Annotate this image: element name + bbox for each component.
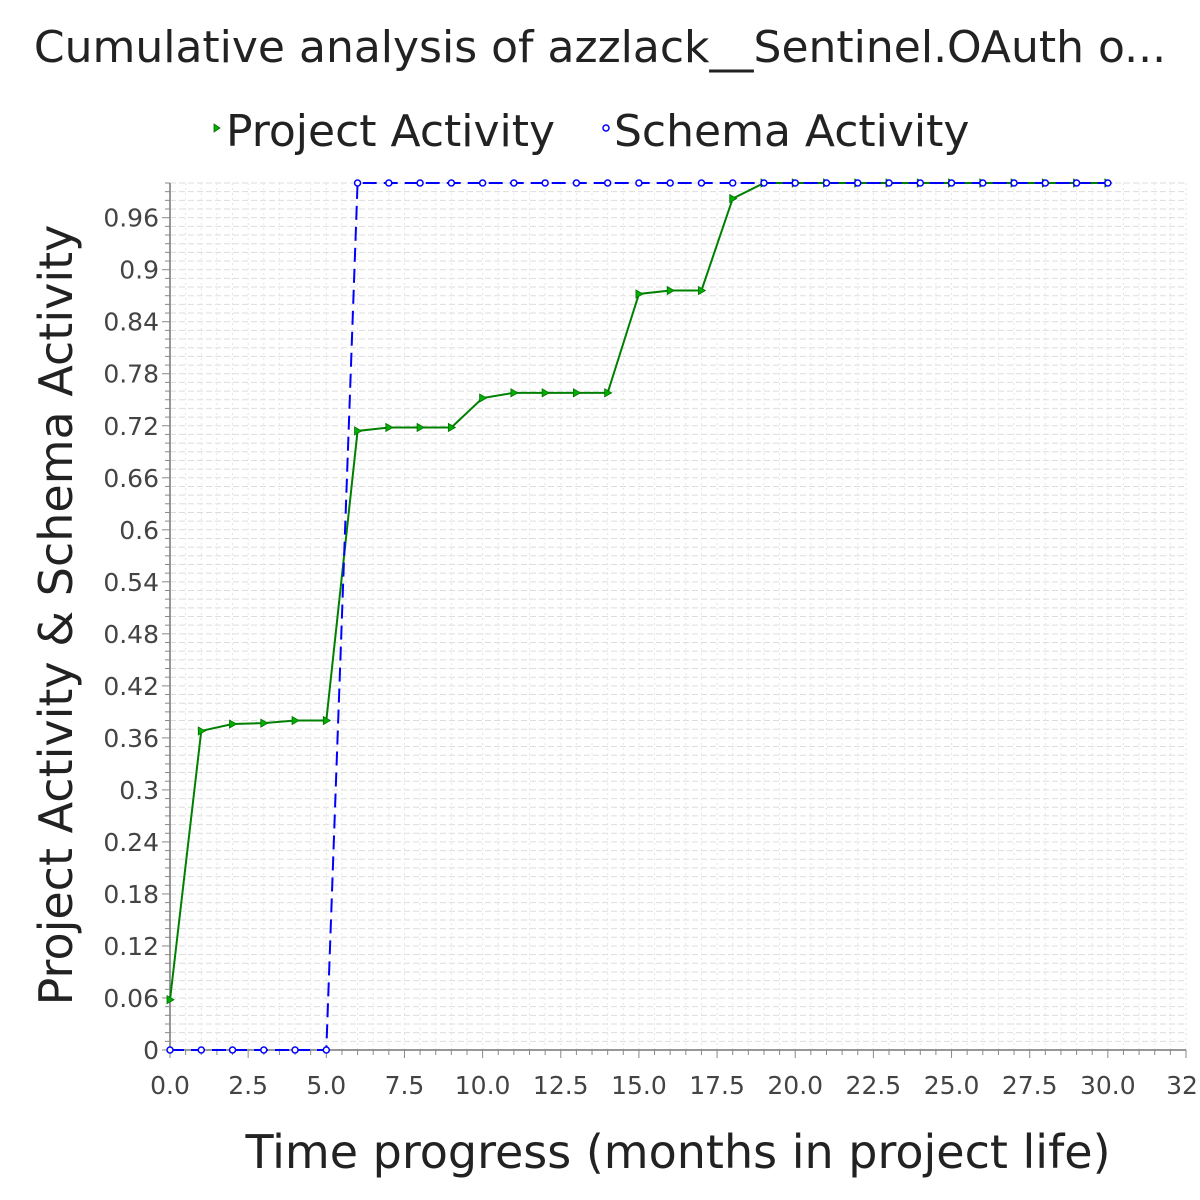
- plot-area: [166, 178, 1113, 1054]
- x-tick-label: 25.0: [924, 1071, 980, 1100]
- data-point-schema-activity: [760, 179, 768, 187]
- x-tick-label: 32.: [1166, 1071, 1200, 1100]
- axes: [162, 182, 1187, 1058]
- data-point-project-activity: [635, 289, 644, 299]
- y-tick-label: 0.66: [103, 464, 159, 493]
- y-tick-label: 0.12: [103, 932, 159, 961]
- data-point-schema-activity: [635, 179, 643, 187]
- data-point-project-activity: [447, 422, 457, 433]
- x-tick-label: 2.5: [228, 1071, 268, 1100]
- data-point-schema-activity: [260, 1046, 268, 1054]
- x-tick-label: 0.0: [150, 1071, 190, 1100]
- data-point-project-activity: [166, 995, 175, 1005]
- data-point-schema-activity: [541, 179, 549, 187]
- data-point-schema-activity: [322, 1046, 331, 1054]
- data-point-project-activity: [666, 285, 675, 296]
- data-point-project-activity: [197, 726, 207, 736]
- data-point-schema-activity: [728, 179, 737, 187]
- x-tick-label: 7.5: [385, 1071, 425, 1100]
- data-point-project-activity: [573, 388, 582, 398]
- legend-label-project-activity: Project Activity: [226, 106, 555, 157]
- data-point-schema-activity: [478, 179, 487, 187]
- data-point-schema-activity: [947, 179, 956, 187]
- data-point-schema-activity: [572, 179, 581, 187]
- x-axis-label: Time progress (months in project life): [244, 1125, 1110, 1179]
- tick-labels: 0 0.06 0.12 0.18 0.24 0.3 0.36 0.42 0.48 0.54 0.6 0…: [103, 204, 1200, 1100]
- data-point-schema-activity: [1010, 179, 1018, 187]
- legend-marker-project-activity: [213, 123, 221, 133]
- grid: [170, 182, 1187, 1051]
- data-point-project-activity: [416, 422, 425, 433]
- data-point-schema-activity: [1104, 179, 1112, 187]
- x-tick-label: 27.5: [1002, 1071, 1058, 1100]
- data-point-project-activity: [291, 715, 300, 726]
- data-point-schema-activity: [603, 179, 612, 187]
- data-point-schema-activity: [353, 179, 362, 187]
- data-point-schema-activity: [291, 1046, 299, 1054]
- data-point-project-activity: [322, 715, 332, 726]
- data-point-schema-activity: [1072, 179, 1081, 187]
- y-tick-label: 0.42: [103, 672, 159, 701]
- data-point-schema-activity: [166, 1046, 174, 1054]
- data-point-schema-activity: [416, 179, 424, 187]
- legend: Project Activity Schema Activity: [213, 106, 969, 157]
- y-tick-label: 0.6: [119, 516, 159, 545]
- y-tick-label: 0.72: [103, 412, 159, 441]
- data-point-schema-activity: [228, 1046, 237, 1054]
- y-tick-label: 0.24: [103, 828, 159, 857]
- data-point-schema-activity: [697, 179, 706, 187]
- x-tick-label: 12.5: [533, 1071, 589, 1100]
- legend-marker-schema-activity: [602, 124, 610, 132]
- data-point-schema-activity: [510, 179, 518, 187]
- x-tick-label: 22.5: [846, 1071, 902, 1100]
- x-tick-label: 15.0: [611, 1071, 667, 1100]
- data-point-project-activity: [604, 388, 613, 398]
- data-point-schema-activity: [1041, 179, 1050, 187]
- y-tick-label: 0.48: [103, 620, 159, 649]
- x-tick-label: 5.0: [306, 1071, 346, 1100]
- series-line-project-activity: [169, 182, 1108, 1000]
- data-point-schema-activity: [979, 179, 987, 187]
- data-point-project-activity: [729, 193, 738, 204]
- data-point-project-activity: [479, 393, 488, 403]
- data-point-project-activity: [510, 388, 519, 398]
- data-point-project-activity: [229, 719, 238, 729]
- y-tick-label: 0.54: [103, 568, 159, 597]
- x-tick-label: 17.5: [689, 1071, 745, 1100]
- data-point-project-activity: [541, 388, 550, 398]
- y-tick-label: 0.18: [103, 880, 159, 909]
- y-tick-label: 0.36: [103, 724, 159, 753]
- y-tick-label: 0.9: [119, 256, 159, 285]
- data-point-project-activity: [354, 426, 363, 436]
- x-tick-label: 10.0: [455, 1071, 511, 1100]
- data-point-schema-activity: [885, 179, 893, 187]
- data-point-schema-activity: [854, 179, 862, 187]
- y-tick-label: 0: [143, 1036, 159, 1065]
- y-tick-label: 0.96: [103, 204, 159, 233]
- legend-label-schema-activity: Schema Activity: [614, 106, 969, 157]
- y-tick-label: 0.3: [119, 776, 159, 805]
- y-tick-label: 0.84: [103, 308, 159, 337]
- data-point-schema-activity: [666, 179, 674, 187]
- data-point-project-activity: [260, 718, 269, 728]
- data-point-project-activity: [385, 422, 394, 433]
- data-point-schema-activity: [447, 179, 456, 187]
- data-point-schema-activity: [822, 179, 831, 187]
- data-point-schema-activity: [197, 1046, 206, 1054]
- data-point-schema-activity: [791, 179, 799, 187]
- chart-title: Cumulative analysis of azzlack__Sentinel…: [34, 22, 1166, 73]
- data-point-schema-activity: [916, 179, 925, 187]
- y-axis-label: Project Activity & Schema Activity: [29, 225, 83, 1006]
- x-tick-label: 20.0: [767, 1071, 823, 1100]
- x-tick-label: 30.0: [1080, 1071, 1136, 1100]
- data-point-schema-activity: [385, 179, 393, 187]
- data-point-project-activity: [698, 285, 707, 296]
- y-tick-label: 0.78: [103, 360, 159, 389]
- y-tick-label: 0.06: [103, 984, 159, 1013]
